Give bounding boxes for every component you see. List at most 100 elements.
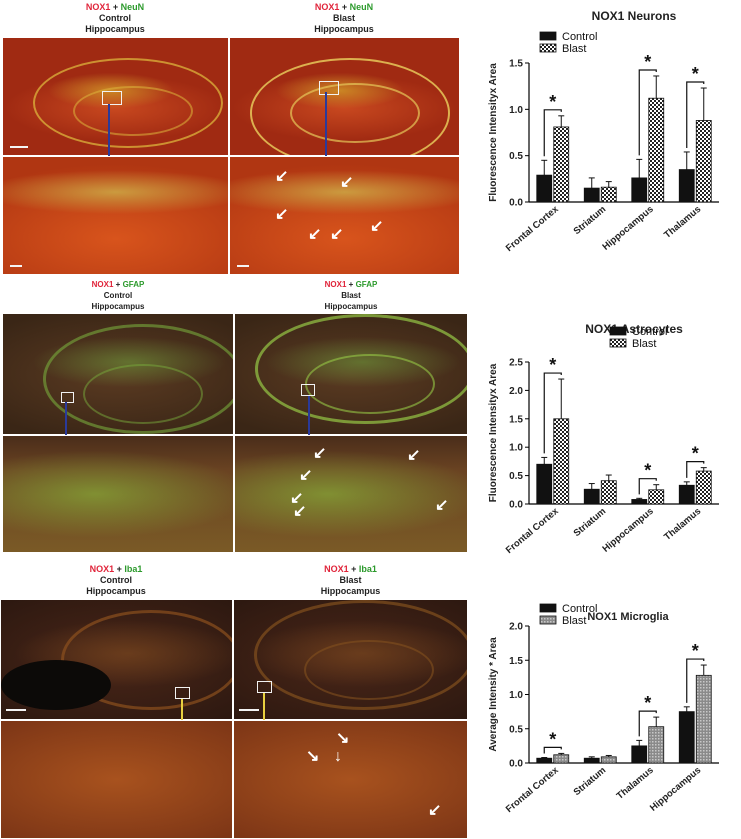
- blast-bar: [553, 126, 570, 203]
- significance-star: *: [549, 355, 556, 375]
- control-bar: [678, 484, 695, 505]
- x-tick-label: Thalamus: [662, 506, 703, 543]
- white-arrow-icon: ↙: [340, 174, 354, 191]
- region-label: Hippocampus: [85, 24, 145, 34]
- white-arrow-icon: ↙: [275, 206, 289, 223]
- white-arrow-icon: ↘: [336, 730, 350, 747]
- gfap-control-overview-image: [2, 313, 234, 435]
- marker-nox1: NOX1: [85, 2, 111, 12]
- significance-star: *: [644, 461, 651, 481]
- legend-swatch-blast: [539, 43, 557, 53]
- roi-box: [175, 687, 190, 699]
- significance-bracket: [543, 109, 562, 157]
- white-arrow-icon: ↙: [435, 497, 449, 514]
- neurons-bar-chart: NOX1 Neurons 0.0 0.5 1.0 1.5 Fluorescence Int…: [488, 9, 719, 254]
- astrocytes-bar-chart: NOX1 Astrocytes0.00.51.01.52.02.5Fluores…: [488, 322, 719, 556]
- row1-right-label: NOX1 + NeuN Blast Hippocampus: [229, 2, 459, 35]
- legend-label: Control: [562, 603, 597, 615]
- control-bar: [583, 187, 600, 203]
- row3-right-label: NOX1 + Iba1 Blast Hippocampus: [233, 564, 468, 597]
- significance-star: *: [644, 693, 651, 713]
- significance-star: *: [692, 64, 699, 84]
- x-tick-label: Hippocampus: [600, 506, 655, 555]
- roi-box: [102, 91, 122, 105]
- x-tick-label: Frontal Cortex: [504, 505, 561, 556]
- row1-left-label: NOX1 + NeuN Control Hippocampus: [5, 2, 225, 35]
- neun-control-overview-image: [2, 37, 229, 156]
- y-tick-label: 2.0: [509, 622, 523, 633]
- condition-label: Control: [100, 575, 132, 585]
- marker-iba1: Iba1: [124, 564, 143, 574]
- blast-bar: [648, 97, 665, 203]
- x-tick-label: Hippocampus: [648, 765, 703, 814]
- marker-nox1: NOX1: [324, 280, 347, 289]
- legend-swatch-control: [539, 603, 557, 613]
- significance-star: *: [692, 444, 699, 464]
- legend-swatch-blast: [539, 615, 557, 625]
- significance-bracket: [638, 69, 657, 156]
- significance-bracket: [638, 710, 657, 737]
- white-arrow-icon: ↙: [293, 503, 307, 520]
- chart-title: NOX1 Neurons: [592, 9, 677, 23]
- legend-label: Control: [562, 31, 597, 43]
- y-axis-label: Fluorescence Intensityx Area: [488, 63, 499, 202]
- white-arrow-icon: ↙: [428, 802, 442, 819]
- marker-nox1: NOX1: [314, 2, 340, 12]
- legend-swatch-blast: [609, 338, 627, 348]
- region-label: Hippocampus: [320, 586, 381, 596]
- y-tick-label: 0.0: [509, 198, 523, 209]
- marker-nox1: NOX1: [89, 564, 115, 574]
- white-arrow-icon: ↙: [308, 226, 322, 243]
- legend-label: Blast: [632, 338, 656, 350]
- roi-box: [301, 384, 315, 396]
- control-bar: [678, 169, 695, 203]
- neun-blast-zoom-image: ↙ ↙ ↙ ↙ ↙ ↙: [229, 156, 460, 275]
- region-label: Hippocampus: [86, 586, 146, 596]
- marker-nox1: NOX1: [324, 564, 349, 574]
- legend-label: Blast: [562, 615, 586, 627]
- plus-sign: +: [110, 2, 121, 12]
- white-arrow-icon: ↙: [275, 168, 289, 185]
- row2-left-label: NOX1 + GFAP Control Hippocampus: [5, 279, 231, 312]
- y-tick-label: 0.0: [509, 500, 523, 511]
- significance-star: *: [692, 641, 699, 661]
- marker-nox1: NOX1: [91, 280, 114, 289]
- control-bar: [536, 174, 553, 203]
- iba1-blast-zoom-image: ↘ ↘ ↓ ↙: [233, 720, 468, 839]
- iba1-blast-overview-image: [233, 599, 468, 720]
- control-bar: [583, 757, 600, 764]
- marker-iba1: Iba1: [358, 564, 377, 574]
- chart-title: NOX1 Microglia: [587, 611, 669, 623]
- y-axis-label: Fluorescence Intensityx Area: [488, 363, 499, 502]
- plus-sign: +: [114, 564, 125, 574]
- y-tick-label: 1.0: [509, 443, 523, 454]
- white-arrow-icon: ↙: [290, 490, 304, 507]
- legend-label: Blast: [562, 43, 586, 55]
- iba1-control-zoom-image: [0, 720, 233, 839]
- white-arrow-icon: ↙: [407, 447, 421, 464]
- y-tick-label: 0.0: [509, 759, 523, 770]
- blast-bar: [600, 756, 617, 764]
- blast-bar: [553, 418, 570, 505]
- y-tick-label: 1.5: [509, 656, 523, 667]
- x-tick-label: Frontal Cortex: [504, 203, 561, 254]
- neun-blast-overview-image: [229, 37, 460, 156]
- blast-bar: [600, 480, 617, 505]
- marker-neun: NeuN: [120, 2, 145, 12]
- plus-sign: +: [346, 280, 356, 289]
- white-arrow-icon: ↙: [299, 467, 313, 484]
- plus-sign: +: [348, 564, 359, 574]
- plus-sign: +: [339, 2, 350, 12]
- significance-star: *: [644, 52, 651, 72]
- legend-label: Control: [632, 326, 667, 338]
- region-label: Hippocampus: [324, 302, 378, 311]
- neun-control-zoom-image: [2, 156, 229, 275]
- condition-label: Blast: [339, 575, 362, 585]
- scale-bar: [237, 265, 249, 267]
- white-arrow-icon: ↙: [313, 445, 327, 462]
- condition-label: Control: [103, 291, 133, 300]
- zoom-arrow: [304, 396, 314, 446]
- blast-bar: [553, 754, 570, 764]
- significance-bracket: [638, 478, 657, 495]
- blast-bar: [695, 674, 712, 764]
